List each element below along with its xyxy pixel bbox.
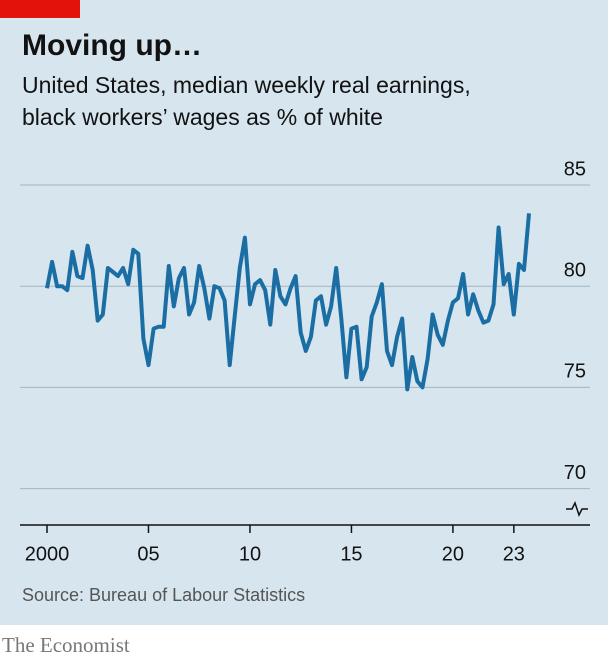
x-tick-label: 15: [340, 543, 362, 565]
y-tick-label: 70: [564, 462, 586, 484]
axis-break: [566, 501, 588, 517]
source: Source: Bureau of Labour Statistics: [22, 585, 305, 605]
subtitle: United States, median weekly real earnin…: [22, 72, 471, 98]
x-tick-label: 10: [239, 543, 261, 565]
data-line: [45, 213, 531, 392]
x-tick-label: 20: [442, 543, 464, 565]
y-tick-label: 80: [564, 259, 586, 281]
y-tick-label: 85: [564, 158, 586, 180]
chart-title: Moving up…: [22, 29, 202, 62]
red-tag: [0, 0, 80, 18]
x-tick-label: 05: [137, 543, 159, 565]
subtitle: black workers’ wages as % of white: [22, 104, 383, 130]
x-tick-label: 23: [503, 543, 525, 565]
brand: The Economist: [2, 633, 130, 657]
y-tick-label: 75: [564, 361, 586, 383]
x-tick-label: 2000: [25, 543, 70, 565]
